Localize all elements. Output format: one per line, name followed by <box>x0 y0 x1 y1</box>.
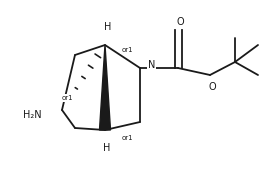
Text: N: N <box>148 60 155 70</box>
Text: H: H <box>104 22 112 32</box>
Text: H: H <box>103 143 111 153</box>
Text: O: O <box>208 82 216 92</box>
Text: or1: or1 <box>61 95 73 101</box>
Text: or1: or1 <box>121 47 133 53</box>
Text: or1: or1 <box>121 135 133 141</box>
Text: H₂N: H₂N <box>23 110 42 120</box>
Polygon shape <box>100 45 110 130</box>
Text: O: O <box>176 17 184 27</box>
